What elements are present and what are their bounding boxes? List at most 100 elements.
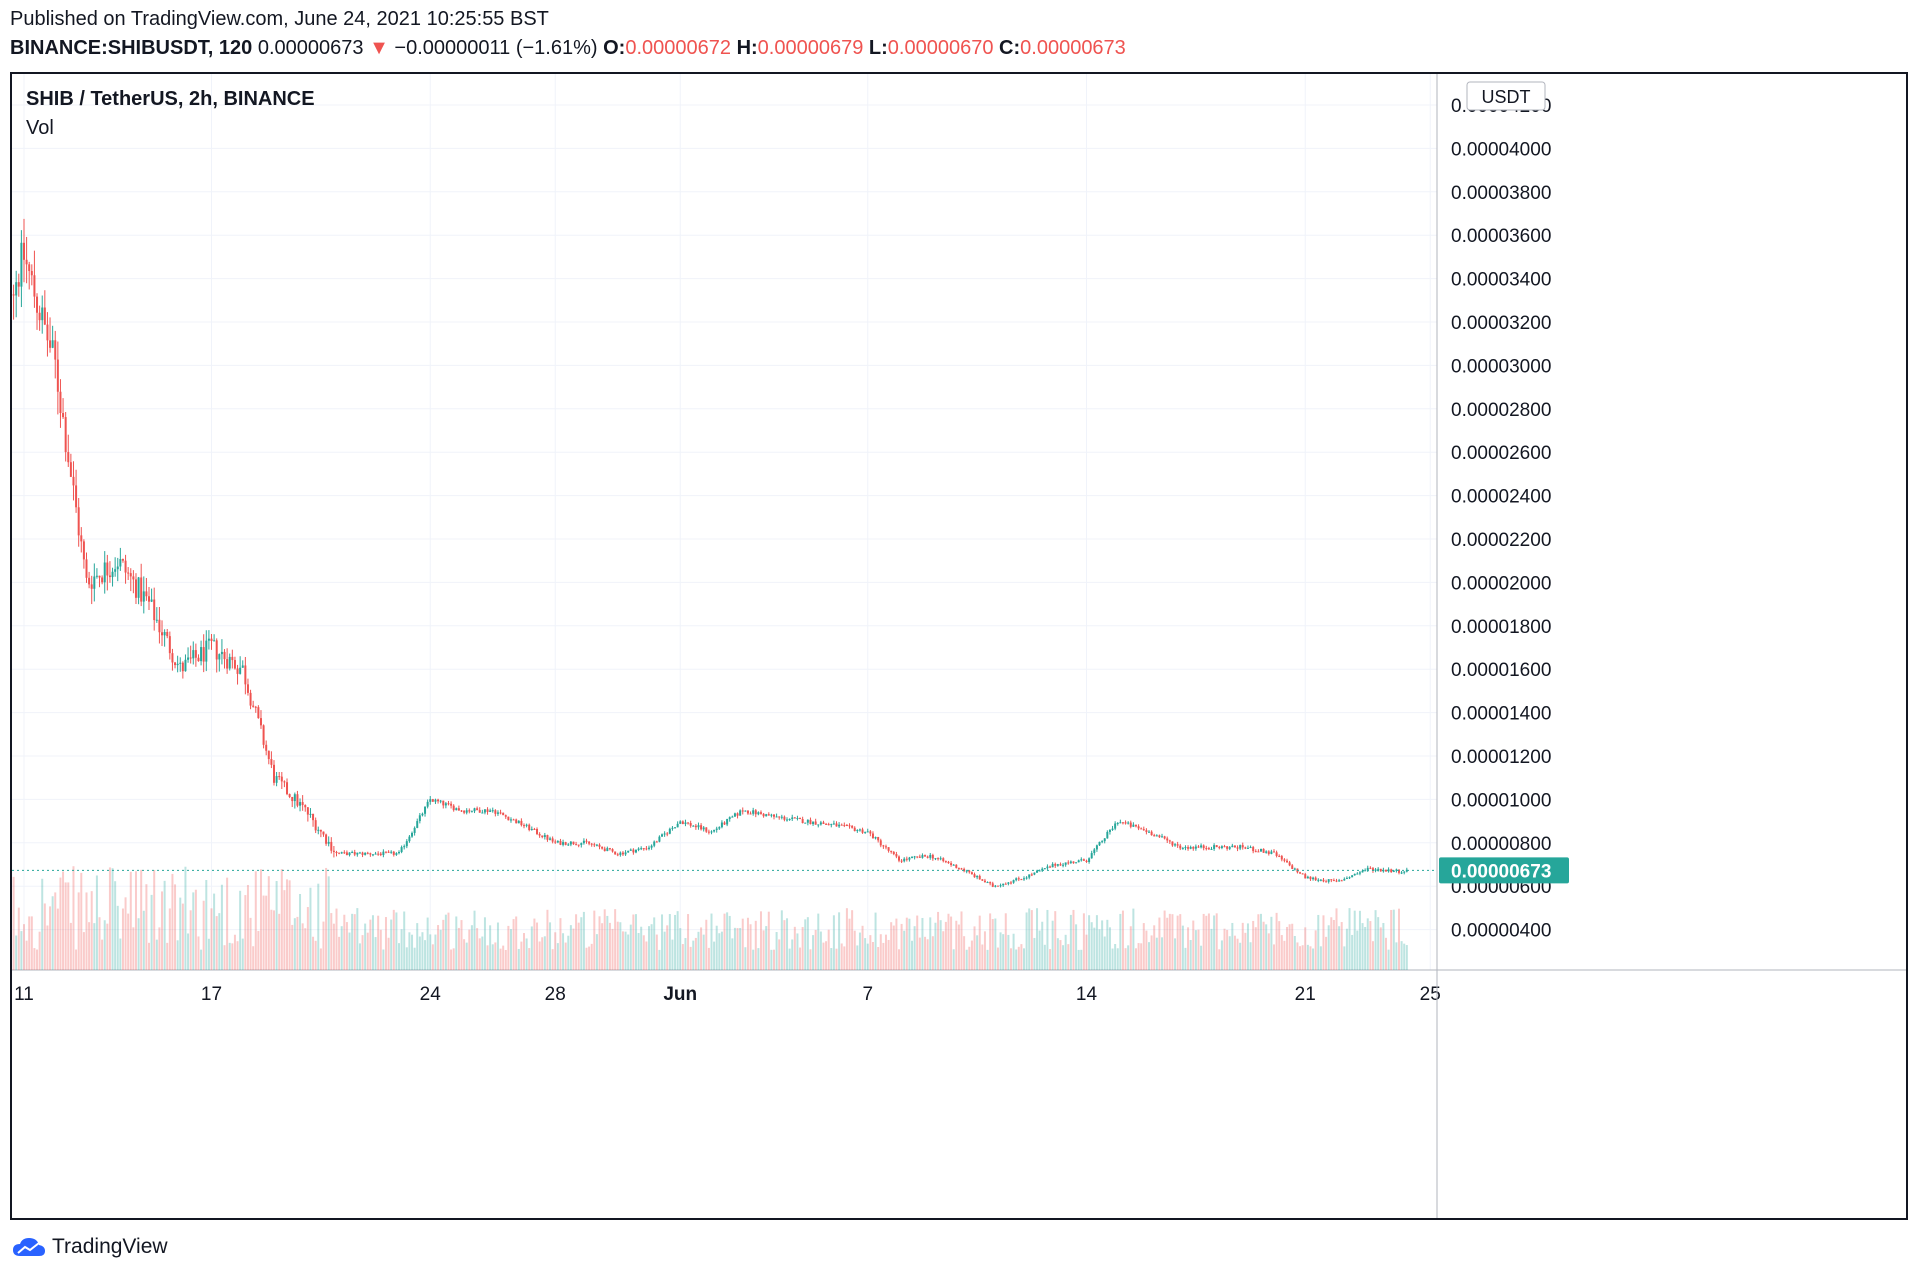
candle-body	[1218, 847, 1221, 849]
candle-body	[1072, 861, 1075, 864]
volume-bar	[457, 927, 460, 970]
volume-bar	[1270, 916, 1273, 970]
candle-body	[176, 663, 179, 666]
volume-bar	[496, 922, 499, 970]
volume-bar	[161, 891, 164, 970]
chart-frame[interactable]: 0.000042000.000040000.000038000.00003600…	[10, 72, 1908, 1220]
volume-bar	[280, 869, 283, 970]
candle-body	[228, 656, 231, 669]
volume-bar	[749, 924, 752, 970]
volume-bar	[887, 939, 890, 970]
volume-bar	[194, 889, 197, 970]
candle-body	[283, 781, 286, 783]
candle-body	[119, 559, 122, 567]
candle-body	[210, 638, 213, 641]
candle-body	[262, 725, 265, 745]
volume-bar	[752, 949, 755, 970]
candle-body	[1405, 869, 1408, 872]
candle-body	[1317, 879, 1320, 881]
volume-bar	[491, 944, 494, 970]
volume-bar	[421, 932, 424, 970]
candle-body	[1075, 862, 1078, 864]
volume-bar	[780, 910, 783, 970]
candle-body	[968, 870, 971, 873]
volume-bar	[950, 916, 953, 970]
candle-body	[1241, 845, 1244, 848]
candle-body	[1090, 853, 1093, 859]
candle-body	[236, 668, 239, 674]
candle-body	[168, 636, 171, 654]
candle-body	[101, 577, 104, 583]
volume-bar	[1163, 910, 1166, 970]
volume-bar	[75, 949, 78, 970]
volume-bar	[523, 933, 525, 970]
price-chart[interactable]: 0.000042000.000040000.000038000.00003600…	[12, 74, 1906, 1218]
volume-bar	[1309, 946, 1312, 970]
candle-body	[634, 849, 637, 853]
candle-body	[51, 340, 54, 348]
candle-body	[1220, 846, 1223, 848]
candle-body	[674, 827, 677, 829]
candle-body	[366, 852, 369, 854]
candle-body	[905, 858, 908, 860]
volume-bar	[1405, 945, 1408, 970]
candle-body	[293, 794, 296, 802]
candle-body	[608, 848, 611, 850]
volume-bar	[694, 937, 697, 970]
candle-body	[1319, 879, 1322, 881]
volume-bar	[1239, 942, 1242, 970]
candle-body	[694, 825, 697, 828]
candle-body	[278, 776, 281, 778]
volume-bar	[689, 946, 692, 970]
candle-body	[1361, 870, 1364, 873]
candle-body	[512, 819, 515, 821]
candle-body	[398, 852, 400, 854]
candle-body	[345, 852, 348, 856]
candle-body	[749, 813, 752, 815]
candle-body	[1145, 830, 1148, 833]
candle-body	[1246, 847, 1249, 849]
candle-body	[1374, 869, 1377, 871]
candle-body	[1093, 849, 1096, 854]
volume-bar	[674, 914, 677, 970]
candle-body	[30, 271, 33, 276]
volume-bar	[1205, 915, 1208, 970]
volume-bar	[1220, 940, 1223, 970]
volume-bar	[85, 892, 88, 970]
candle-body	[895, 854, 898, 857]
candle-body	[773, 814, 775, 817]
volume-bar	[991, 919, 994, 970]
candle-body	[1038, 870, 1041, 872]
volume-bar	[968, 946, 971, 970]
volume-bar	[1132, 908, 1135, 970]
volume-bar	[132, 927, 135, 970]
candle-body	[1283, 859, 1286, 861]
volume-bar	[593, 910, 596, 970]
volume-bar	[1249, 942, 1252, 970]
candle-body	[1085, 860, 1088, 862]
volume-bar	[223, 945, 226, 970]
candle-body	[666, 833, 669, 835]
candle-body	[121, 559, 124, 561]
candle-body	[1223, 846, 1226, 848]
candle-body	[978, 875, 981, 880]
volume-bar	[759, 911, 762, 970]
candle-body	[387, 851, 390, 853]
candle-body	[1280, 856, 1283, 860]
volume-bar	[835, 948, 838, 970]
volume-bar	[1106, 919, 1109, 970]
candle-body	[1205, 848, 1208, 850]
volume-bar	[1226, 929, 1229, 970]
volume-bar	[903, 930, 906, 970]
candle-body	[1150, 831, 1153, 836]
volume-bar	[304, 928, 307, 970]
candle-body	[1179, 845, 1182, 849]
volume-bar	[1312, 948, 1315, 970]
volume-bar	[62, 871, 65, 970]
candle-body	[1348, 877, 1351, 879]
volume-bar	[1046, 909, 1049, 970]
candle-body	[908, 857, 911, 860]
volume-bar	[1012, 933, 1015, 970]
candle-body	[286, 782, 289, 795]
candle-body	[986, 882, 989, 884]
